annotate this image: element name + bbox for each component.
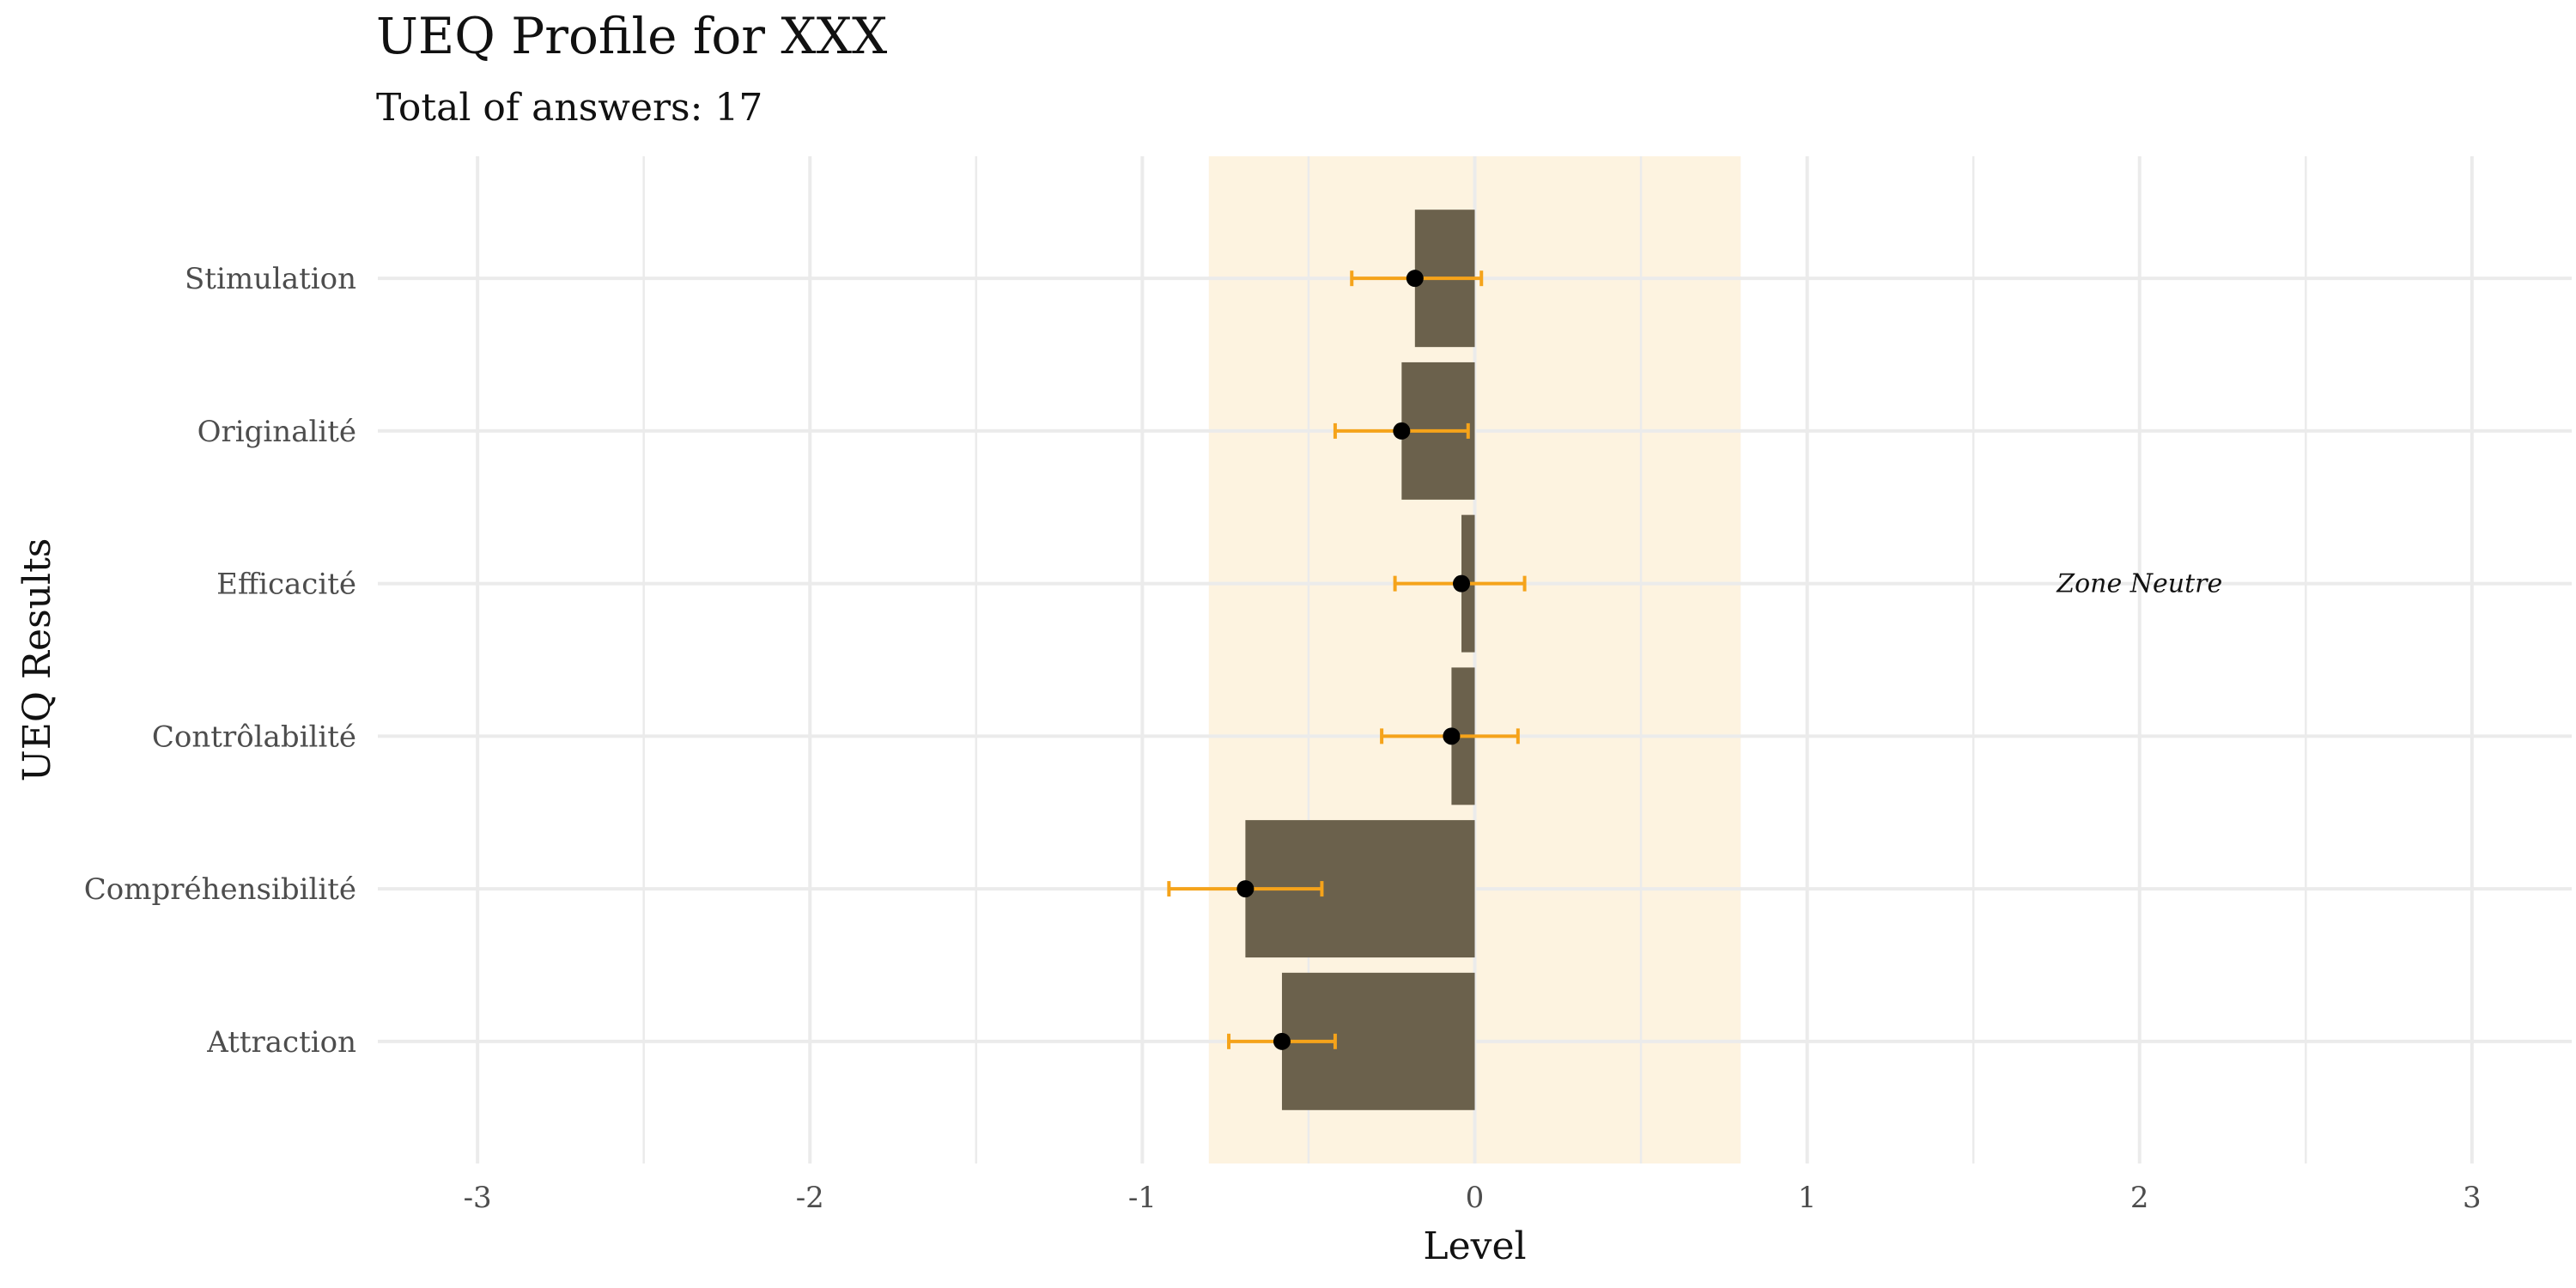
x-tick-label: 1 bbox=[1798, 1181, 1817, 1215]
x-axis-title: Level bbox=[1423, 1224, 1526, 1268]
mean-point bbox=[1443, 727, 1461, 745]
mean-point bbox=[1406, 270, 1424, 288]
mean-point bbox=[1393, 422, 1411, 440]
mean-point bbox=[1453, 574, 1471, 592]
y-tick-label: Stimulation bbox=[185, 262, 356, 296]
y-tick-label: Originalité bbox=[197, 415, 356, 449]
x-tick-label: 3 bbox=[2463, 1181, 2482, 1215]
neutral-zone-label: Zone Neutre bbox=[2056, 569, 2222, 599]
y-axis-title: UEQ Results bbox=[15, 538, 59, 782]
y-tick-label: Contrôlabilité bbox=[152, 720, 356, 754]
y-tick-label: Attraction bbox=[206, 1025, 356, 1060]
chart-subtitle: Total of answers: 17 bbox=[376, 86, 763, 130]
x-tick-label: 2 bbox=[2130, 1181, 2149, 1215]
mean-point bbox=[1236, 880, 1255, 898]
y-tick-label: Compréhensibilité bbox=[84, 872, 356, 907]
mean-point bbox=[1273, 1032, 1291, 1050]
x-tick-label: -1 bbox=[1128, 1181, 1157, 1215]
x-tick-label: 0 bbox=[1466, 1181, 1485, 1215]
x-tick-label: -3 bbox=[464, 1181, 492, 1215]
chart-title: UEQ Profile for XXX bbox=[376, 7, 888, 65]
x-tick-label: -2 bbox=[796, 1181, 824, 1215]
y-tick-label: Efficacité bbox=[216, 568, 356, 602]
